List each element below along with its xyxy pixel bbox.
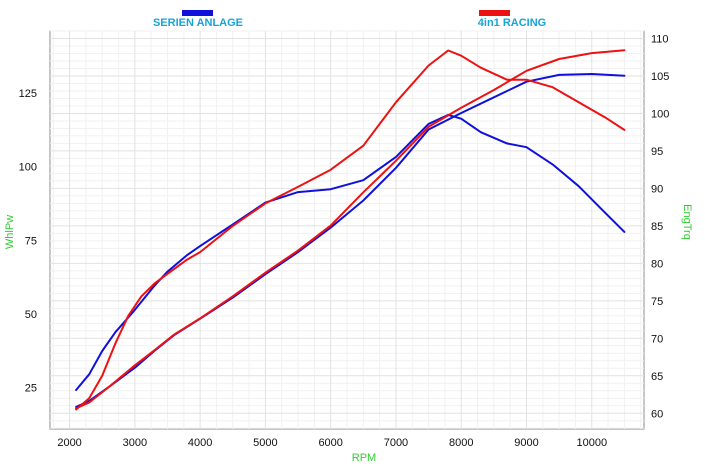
y-right-tick-label: 105 (651, 71, 669, 83)
x-tick-label: 5000 (253, 437, 277, 449)
x-tick-label: 2000 (57, 437, 81, 449)
y-right-tick-label: 65 (651, 371, 663, 383)
y-right-tick-label: 70 (651, 333, 663, 345)
y-left-tick-label: 50 (25, 309, 37, 321)
y-right-tick-label: 85 (651, 221, 663, 233)
legend-swatch-racing (479, 10, 510, 16)
legend-swatch-serien (182, 10, 213, 16)
legend-label-serien: SERIEN ANLAGE (153, 17, 243, 29)
x-tick-label: 4000 (188, 437, 212, 449)
series-line-whlpw-racing (75, 49, 626, 410)
y-right-tick-label: 100 (651, 108, 669, 120)
x-tick-label: 8000 (449, 437, 473, 449)
series-lines (75, 49, 626, 411)
legend: SERIEN ANLAGE 4in1 RACING (153, 10, 546, 29)
y-left-tick-label: 100 (19, 162, 37, 174)
series-line-engtrq-racing (75, 49, 626, 411)
x-tick-label: 6000 (318, 437, 342, 449)
y-axis-right-title: EngTrq (681, 204, 693, 240)
x-tick-label: 3000 (123, 437, 147, 449)
y-right-tick-label: 110 (651, 33, 669, 45)
tick-labels: 2000 3000 4000 5000 6000 7000 8000 9000 10000 60 6… (19, 33, 670, 449)
x-tick-label: 10000 (576, 437, 607, 449)
series-line-whlpw-serien (75, 73, 626, 408)
y-left-tick-label: 75 (25, 235, 37, 247)
y-right-tick-label: 60 (651, 408, 663, 420)
y-axis-left-title: WhlPw (4, 215, 16, 249)
grid-lines (50, 30, 644, 429)
series-line-engtrq-serien (75, 113, 626, 391)
x-axis-title: RPM (352, 452, 376, 464)
x-tick-label: 9000 (514, 437, 538, 449)
y-right-tick-label: 80 (651, 258, 663, 270)
y-right-tick-label: 75 (651, 296, 663, 308)
x-tick-label: 7000 (384, 437, 408, 449)
y-right-tick-label: 95 (651, 146, 663, 158)
y-left-tick-label: 125 (19, 88, 37, 100)
y-left-tick-label: 25 (25, 383, 37, 395)
legend-label-racing: 4in1 RACING (478, 17, 546, 29)
y-right-tick-label: 90 (651, 183, 663, 195)
